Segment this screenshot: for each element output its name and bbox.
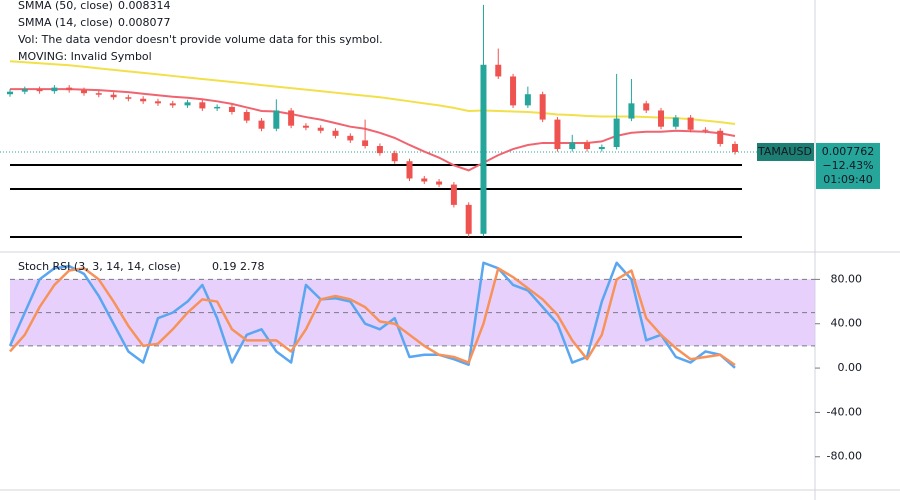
candle-body	[169, 103, 176, 106]
candle-body	[199, 102, 206, 109]
candle-body	[450, 184, 457, 205]
candle-body	[51, 87, 58, 92]
candle-body	[480, 64, 487, 234]
candle-body	[687, 117, 694, 130]
candle-body	[214, 106, 221, 109]
candle-body	[643, 103, 650, 111]
candle-body	[302, 125, 309, 128]
candle-body	[717, 130, 724, 144]
legend-name: SMMA (50, close)	[18, 0, 113, 12]
candle-body	[288, 110, 295, 126]
change-label: −12.43%	[822, 159, 873, 172]
plot: TAMAUSD 0.007762−12.43%01:09:40 80.00 40.00…	[0, 4, 880, 463]
candle-body	[332, 130, 339, 136]
candle-body	[510, 76, 517, 106]
annotation: Vol: The data vendor doesn't provide vol…	[18, 33, 383, 46]
candle-body	[154, 101, 161, 104]
y-tick-label: -40.00	[827, 405, 862, 418]
candle-body	[140, 98, 147, 102]
candle-body	[465, 204, 472, 234]
legend-name: SMMA (14, close)	[18, 16, 113, 29]
candle-body	[569, 142, 576, 150]
candle-body	[554, 119, 561, 150]
symbol-label: TAMAUSD	[757, 145, 812, 158]
indicator-title: Stoch RSI (3, 3, 14, 14, close)	[18, 260, 181, 273]
candle-body	[80, 90, 87, 94]
candle-body	[732, 143, 738, 152]
candle-body	[243, 111, 250, 121]
candle-body	[347, 135, 354, 141]
legend-value: 0.19	[212, 260, 237, 273]
annotation: MOVING: Invalid Symbol	[18, 50, 152, 63]
candle-body	[273, 110, 280, 129]
candle-body	[584, 142, 591, 150]
y-tick-label: 40.00	[831, 317, 863, 330]
candle-body	[628, 103, 635, 119]
price-label: 0.007762	[822, 145, 875, 158]
candle-body	[184, 102, 191, 106]
candle-body	[376, 145, 383, 154]
candle-body	[672, 117, 679, 127]
candle-body	[362, 140, 369, 146]
candle-body	[228, 106, 235, 112]
y-tick-label: -80.00	[827, 450, 862, 463]
candle-body	[7, 91, 13, 95]
candle-body	[598, 147, 605, 150]
candle-body	[421, 178, 428, 182]
candle-body	[110, 94, 117, 98]
y-tick-label: 0.00	[838, 361, 863, 374]
candle-body	[539, 94, 546, 120]
legend-value: 0.008077	[118, 16, 171, 29]
candle-body	[406, 161, 413, 179]
legend: SMMA (50, close) 0.008314 SMMA (14, clos…	[18, 0, 383, 273]
countdown-label: 01:09:40	[823, 173, 872, 186]
candle-body	[125, 97, 132, 99]
candle-body	[317, 127, 324, 131]
candle-body	[36, 89, 43, 92]
candle-body	[495, 64, 502, 77]
legend-value: 0.008314	[118, 0, 171, 12]
candle-body	[436, 181, 443, 185]
candle-body	[391, 153, 398, 162]
moving-average	[9, 60, 736, 125]
symbol-tag	[757, 142, 814, 161]
candle-body	[21, 89, 28, 92]
y-tick-label: 80.00	[831, 272, 863, 285]
legend-value: 2.78	[240, 260, 265, 273]
candle-body	[702, 129, 709, 131]
indicator-line	[9, 267, 736, 367]
candle-body	[66, 87, 73, 91]
price-tag	[816, 142, 880, 189]
candle-body	[95, 93, 102, 95]
candle-body	[258, 120, 265, 129]
candle-body	[613, 118, 620, 148]
candle-body	[524, 94, 531, 106]
indicator-line	[8, 261, 736, 369]
candle-body	[658, 110, 665, 127]
